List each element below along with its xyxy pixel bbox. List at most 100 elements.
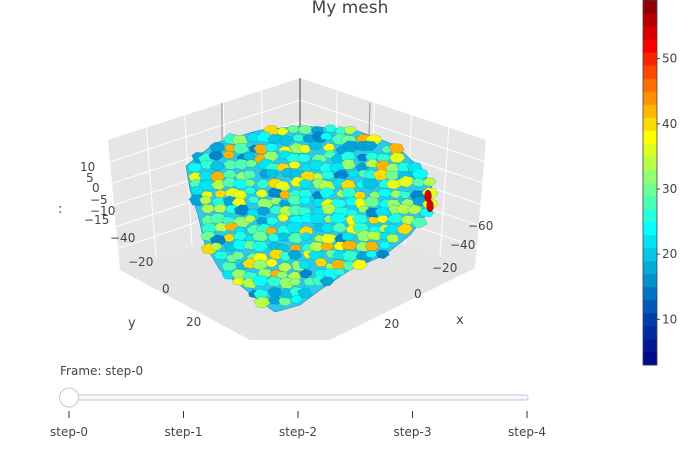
colorbar-band — [643, 338, 657, 353]
mesh-cell — [298, 178, 313, 189]
colorbar-band — [643, 65, 657, 79]
mesh-cell — [407, 204, 423, 215]
mesh-cell — [222, 150, 235, 159]
colorbar-band — [643, 156, 657, 170]
mesh-cell — [341, 239, 358, 251]
z-tick-label: 0 — [92, 181, 100, 195]
slider-step-label[interactable]: step-4 — [508, 425, 546, 439]
mesh-cell — [224, 144, 237, 153]
mesh-cell — [247, 195, 260, 204]
mesh-surface[interactable] — [185, 124, 439, 313]
colorbar-tick-label: 10 — [662, 312, 677, 326]
mesh-cell — [200, 204, 216, 214]
mesh-cell — [363, 196, 380, 208]
mesh-cell — [241, 258, 258, 269]
colorbar-band — [643, 26, 657, 40]
mesh-cell — [396, 223, 414, 235]
mesh-cell — [244, 186, 257, 195]
mesh-cell — [340, 159, 357, 170]
mesh-cell — [362, 140, 378, 151]
colorbar-band — [643, 117, 657, 131]
mesh-cell — [264, 168, 279, 178]
mesh-cell — [232, 230, 248, 241]
z-tick-label: 10 — [80, 160, 95, 174]
z-tick-label: 5 — [86, 171, 94, 185]
colorbar-band — [643, 351, 657, 366]
frame-slider[interactable]: Frame: step-0 step-0 step-1 step-2 step-3 st… — [50, 364, 546, 439]
x-axis-label: x — [456, 313, 464, 328]
slider-handle[interactable] — [59, 387, 79, 408]
mesh-cell — [209, 242, 223, 251]
y-axis-label: y — [128, 316, 136, 331]
colorbar-band — [643, 273, 657, 288]
colorbar-band — [643, 208, 657, 223]
mesh-cell — [332, 250, 347, 261]
y-tick-label: 0 — [162, 282, 170, 296]
colorbar-band — [643, 182, 657, 197]
mesh-cell — [209, 161, 225, 172]
mesh-cell — [376, 214, 390, 224]
x-tick-label: 20 — [384, 317, 399, 331]
mesh-cell — [378, 240, 392, 250]
mesh-cell — [347, 169, 360, 178]
mesh-cell — [361, 178, 379, 190]
mesh-cell — [267, 233, 280, 242]
mesh-cell — [234, 204, 251, 217]
mesh-cell — [257, 268, 273, 278]
colorbar-band — [643, 234, 657, 249]
mesh-cell — [188, 194, 206, 206]
mesh-cell — [385, 233, 400, 243]
mesh-cell — [251, 274, 270, 287]
mesh-cell — [255, 178, 271, 189]
colorbar-band — [643, 286, 657, 301]
mesh-cell — [320, 222, 335, 233]
y-tick-label: −40 — [110, 231, 135, 245]
mesh-cell — [411, 168, 429, 180]
z-tick-label: −5 — [90, 193, 108, 207]
mesh-cell — [426, 199, 434, 213]
mesh-cell — [296, 153, 312, 163]
scene-3d[interactable] — [108, 78, 486, 340]
mesh-cell — [267, 286, 283, 297]
mesh-cell — [242, 151, 256, 161]
mesh-cell — [231, 251, 245, 260]
mesh-cell — [276, 213, 290, 222]
colorbar-band — [643, 312, 657, 327]
mesh-cell — [314, 257, 328, 267]
mesh-cell — [320, 132, 333, 141]
mesh-cell — [356, 153, 369, 162]
mesh-cell — [383, 223, 401, 235]
colorbar-tick-label: 40 — [662, 117, 677, 131]
mesh-cell — [255, 188, 269, 199]
mesh-cell — [267, 295, 282, 305]
mesh-cell — [299, 268, 313, 279]
mesh-cell — [243, 170, 257, 180]
mesh-cell — [251, 240, 269, 253]
mesh-cell — [223, 233, 236, 243]
slider-step-label[interactable]: step-2 — [279, 425, 317, 439]
mesh-cell — [324, 124, 337, 133]
mesh-cell — [287, 249, 303, 260]
mesh-cell — [333, 267, 345, 277]
colorbar-band — [643, 260, 657, 275]
colorbar-band — [643, 130, 657, 144]
mesh-cell — [243, 214, 257, 224]
slider-step-label[interactable]: step-1 — [165, 425, 203, 439]
colorbar-band — [643, 143, 657, 157]
colorbar-band — [643, 91, 657, 105]
colorbar-band — [643, 195, 657, 210]
slider-step-label[interactable]: step-3 — [394, 425, 432, 439]
mesh-cell — [277, 232, 291, 242]
x-tick-label: 0 — [414, 287, 422, 301]
mesh-cell — [389, 189, 403, 199]
mesh-cell — [287, 232, 305, 244]
colorbar-band — [643, 78, 657, 92]
colorbar-tick-label: 30 — [662, 182, 677, 196]
mesh-cell — [221, 270, 236, 280]
mesh-cell — [277, 135, 294, 146]
slider-rail[interactable] — [67, 394, 529, 401]
mesh-cell — [213, 222, 229, 232]
slider-step-label[interactable]: step-0 — [50, 425, 88, 439]
mesh-cell — [318, 187, 335, 199]
mesh-cell — [397, 175, 416, 188]
